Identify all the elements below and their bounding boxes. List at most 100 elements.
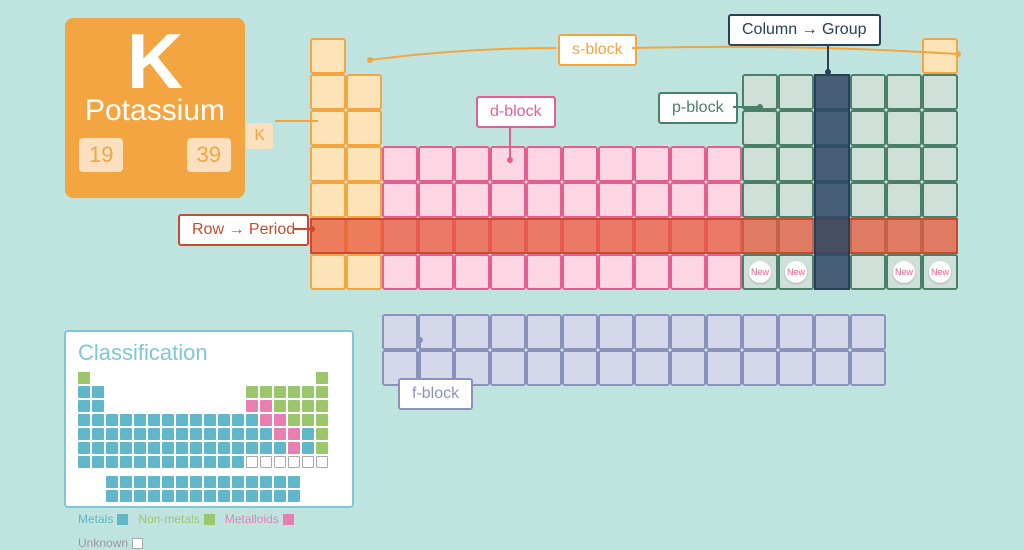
label-s-block: s-block <box>558 34 637 66</box>
element-name: Potassium <box>79 94 231 128</box>
mini-cell <box>190 456 202 468</box>
mini-cell <box>134 490 146 502</box>
cell <box>850 146 886 182</box>
mini-cell <box>162 442 174 454</box>
mini-cell <box>302 442 314 454</box>
mini-cell <box>162 456 174 468</box>
mini-cell <box>106 428 118 440</box>
cell <box>346 254 382 290</box>
mini-cell <box>232 456 244 468</box>
mini-cell <box>190 442 202 454</box>
mini-cell <box>204 490 216 502</box>
cell <box>634 314 670 350</box>
mini-cell <box>246 490 258 502</box>
mini-cell <box>260 476 272 488</box>
mini-cell <box>204 442 216 454</box>
mini-cell <box>288 476 300 488</box>
element-symbol: K <box>79 22 231 100</box>
mini-cell <box>316 372 328 384</box>
cell <box>670 146 706 182</box>
mini-cell <box>302 414 314 426</box>
mini-cell <box>288 428 300 440</box>
mini-cell <box>176 490 188 502</box>
mini-cell <box>302 386 314 398</box>
group-highlight <box>814 74 850 290</box>
mini-cell <box>218 456 230 468</box>
mini-cell <box>148 456 160 468</box>
label-row-period: Row → Period <box>178 214 309 246</box>
cell <box>670 182 706 218</box>
cell <box>562 254 598 290</box>
mini-cell <box>302 428 314 440</box>
cell <box>634 182 670 218</box>
cell <box>490 182 526 218</box>
mini-cell <box>218 428 230 440</box>
mini-cell <box>120 442 132 454</box>
mini-cell <box>232 442 244 454</box>
mini-cell <box>316 428 328 440</box>
mini-cell <box>134 476 146 488</box>
mini-cell <box>190 428 202 440</box>
mini-cell <box>106 442 118 454</box>
cell <box>742 74 778 110</box>
cell <box>634 350 670 386</box>
mini-cell <box>274 490 286 502</box>
cell <box>382 314 418 350</box>
cell <box>526 146 562 182</box>
cell <box>598 182 634 218</box>
mini-cell <box>274 386 286 398</box>
mini-cell <box>288 442 300 454</box>
cell <box>670 314 706 350</box>
mini-cell <box>232 414 244 426</box>
cell <box>418 182 454 218</box>
cell <box>310 38 346 74</box>
mini-cell <box>78 386 90 398</box>
cell <box>742 350 778 386</box>
mini-cell <box>218 442 230 454</box>
mini-cell <box>120 476 132 488</box>
mini-cell <box>316 442 328 454</box>
cell <box>778 74 814 110</box>
legend-item: Unknown <box>78 536 143 550</box>
mini-cell <box>218 476 230 488</box>
mini-cell <box>162 476 174 488</box>
cell <box>382 182 418 218</box>
cell <box>526 314 562 350</box>
mini-cell <box>134 442 146 454</box>
mini-cell <box>148 476 160 488</box>
mini-periodic-table <box>78 372 342 508</box>
label-col-group: Column → Group <box>728 14 881 46</box>
mini-cell <box>260 442 272 454</box>
mini-cell <box>162 490 174 502</box>
cell <box>886 146 922 182</box>
cell <box>526 350 562 386</box>
cell <box>814 350 850 386</box>
cell <box>310 182 346 218</box>
mini-cell <box>134 414 146 426</box>
cell <box>346 146 382 182</box>
cell <box>634 146 670 182</box>
mini-cell <box>218 490 230 502</box>
mini-cell <box>106 414 118 426</box>
cell <box>454 146 490 182</box>
cell <box>850 314 886 350</box>
cell <box>706 146 742 182</box>
mini-cell <box>176 456 188 468</box>
mini-cell <box>274 400 286 412</box>
cell <box>850 74 886 110</box>
mini-cell <box>106 456 118 468</box>
mini-cell <box>288 414 300 426</box>
element-card: K Potassium 19 39 K <box>65 18 245 198</box>
mini-cell <box>92 442 104 454</box>
cell <box>850 350 886 386</box>
mini-cell <box>204 476 216 488</box>
cell <box>562 314 598 350</box>
mini-cell <box>204 456 216 468</box>
cell <box>310 74 346 110</box>
mini-cell <box>260 456 272 468</box>
mini-cell <box>246 476 258 488</box>
mini-cell <box>288 490 300 502</box>
mini-cell <box>246 400 258 412</box>
legend-items: MetalsNon-metalsMetalloidsUnknown <box>78 512 340 550</box>
mini-cell <box>148 428 160 440</box>
